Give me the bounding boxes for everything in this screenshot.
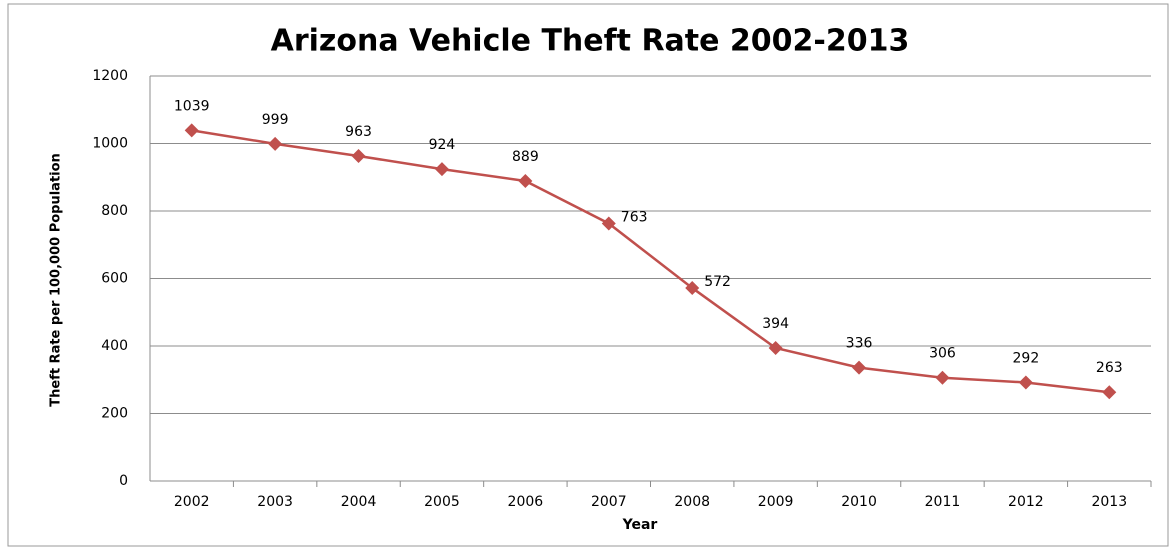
marker [601, 216, 616, 231]
x-tick-label: 2012 [1008, 494, 1044, 510]
y-tick-label: 1000 [92, 136, 128, 152]
data-label: 263 [1096, 360, 1123, 376]
chart-frame [7, 3, 1169, 547]
marker [184, 123, 199, 138]
y-tick-label: 0 [119, 473, 128, 489]
y-axis-title: Theft Rate per 100,000 Population [49, 153, 64, 407]
y-tick-label: 800 [101, 203, 128, 219]
marker [351, 148, 366, 163]
data-label: 889 [512, 149, 539, 165]
marker [268, 136, 283, 151]
x-tick-label: 2002 [174, 494, 210, 510]
data-label: 924 [429, 137, 456, 153]
data-label: 292 [1013, 350, 1040, 366]
marker [685, 280, 700, 295]
marker [768, 341, 783, 356]
data-label: 394 [762, 316, 789, 332]
x-tick-label: 2007 [591, 494, 627, 510]
x-tick-label: 2006 [508, 494, 544, 510]
data-label: 306 [929, 346, 956, 362]
data-label: 572 [704, 274, 731, 290]
line [191, 129, 1110, 394]
data-label: 763 [621, 209, 648, 225]
x-tick-label: 2008 [674, 494, 710, 510]
x-tick-label: 2004 [341, 494, 377, 510]
y-tick-label: 400 [101, 338, 128, 354]
data-label: 336 [846, 336, 873, 352]
y-tick-label: 600 [101, 271, 128, 287]
marker [852, 360, 867, 375]
x-tick-label: 2013 [1091, 494, 1127, 510]
data-label: 963 [345, 124, 372, 140]
marker [935, 370, 950, 385]
x-tick-label: 2005 [424, 494, 460, 510]
marker [518, 173, 533, 188]
x-tick-label: 2010 [841, 494, 877, 510]
x-axis-title: Year [622, 517, 658, 533]
y-tick-label: 200 [101, 406, 128, 422]
x-tick-label: 2011 [925, 494, 961, 510]
marker [434, 162, 449, 177]
y-tick-label: 1200 [92, 68, 128, 84]
x-tick-label: 2009 [758, 494, 794, 510]
marker [1102, 385, 1117, 400]
x-tick-label: 2003 [257, 494, 293, 510]
data-label: 1039 [174, 98, 210, 114]
chart-title: Arizona Vehicle Theft Rate 2002-2013 [271, 24, 910, 59]
marker [1018, 375, 1033, 390]
data-label: 999 [262, 112, 289, 128]
